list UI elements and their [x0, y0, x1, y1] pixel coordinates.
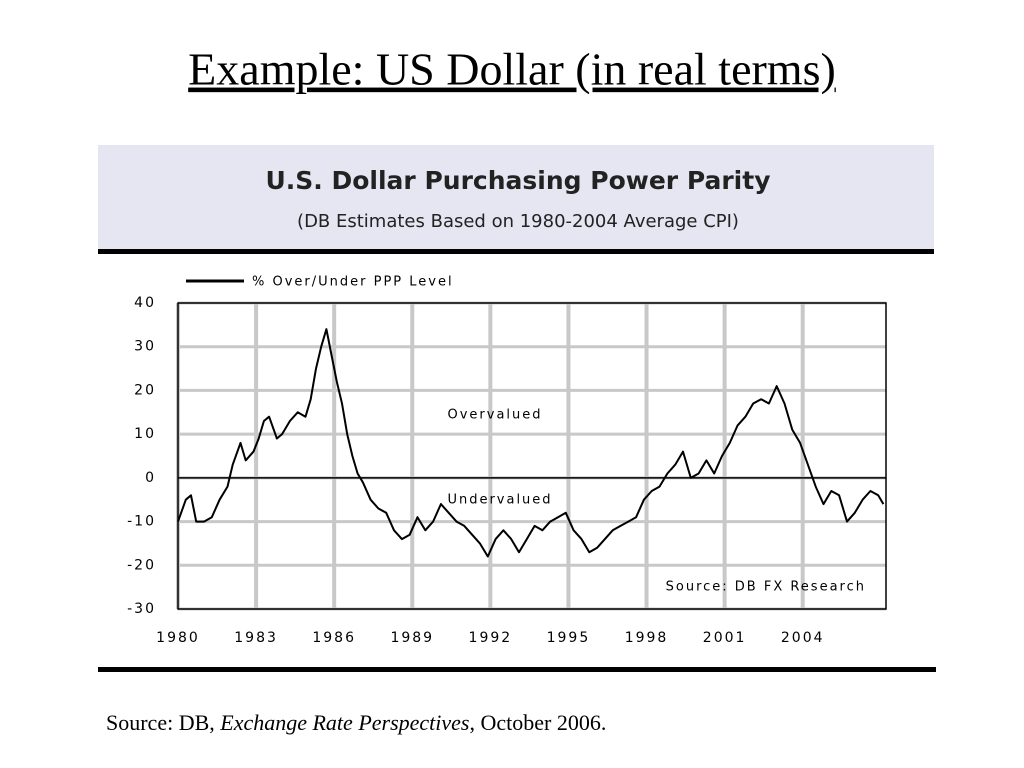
x-tick-label: 1995 [547, 630, 591, 646]
y-tick-label: 30 [134, 339, 156, 355]
y-tick-label: 0 [145, 470, 156, 486]
x-tick-label: 1998 [625, 630, 669, 646]
y-tick-label: -20 [127, 557, 156, 573]
footer-rule [98, 667, 936, 672]
header-rule [98, 249, 934, 254]
x-tick-label: 1992 [469, 630, 513, 646]
plot-frame [177, 302, 887, 610]
y-tick-label: -10 [127, 514, 156, 530]
x-tick-label: 1983 [234, 630, 278, 646]
x-tick-label: 2001 [703, 630, 747, 646]
y-tick-label: 40 [134, 295, 156, 311]
source-part: Exchange Rate Perspectives [219, 710, 469, 735]
data-line [177, 328, 885, 558]
chart-header [98, 145, 934, 250]
source-part: , October 2006. [469, 710, 606, 735]
slide-title: Example: US Dollar (in real terms) [188, 44, 836, 95]
y-tick-label: -30 [127, 601, 156, 617]
y-tick-label: 10 [134, 426, 156, 442]
x-tick-label: 2004 [781, 630, 825, 646]
source-part: Source: DB, [106, 710, 220, 735]
y-tick-label: 20 [134, 382, 156, 398]
x-tick-label: 1980 [156, 630, 200, 646]
annotation: Undervalued [447, 493, 552, 508]
source-note: Source: DB, Exchange Rate Perspectives, … [106, 710, 606, 735]
chart-title: U.S. Dollar Purchasing Power Parity [265, 166, 770, 195]
chart-subtitle: (DB Estimates Based on 1980-2004 Average… [297, 211, 739, 232]
annotation: Overvalued [447, 408, 542, 423]
legend-label: % Over/Under PPP Level [252, 275, 454, 290]
annotation: Source: DB FX Research [666, 580, 866, 595]
x-tick-label: 1989 [390, 630, 434, 646]
x-tick-label: 1986 [312, 630, 356, 646]
